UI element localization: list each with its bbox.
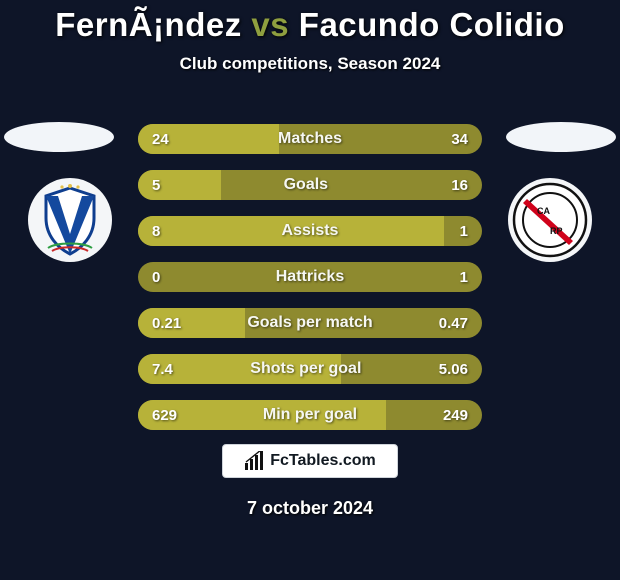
vs-separator: vs <box>251 6 289 43</box>
stat-row: 629Min per goal249 <box>138 400 482 430</box>
stat-label: Hattricks <box>160 268 459 286</box>
stat-row: 8Assists1 <box>138 216 482 246</box>
stat-value-right: 34 <box>451 131 482 148</box>
player2-name: Facundo Colidio <box>299 6 565 43</box>
subtitle: Club competitions, Season 2024 <box>0 54 620 74</box>
player1-ellipse <box>4 122 114 152</box>
stat-label: Goals <box>160 176 451 194</box>
stat-value-left: 0 <box>138 269 160 286</box>
stat-row: 7.4Shots per goal5.06 <box>138 354 482 384</box>
svg-text:RP: RP <box>550 226 563 236</box>
stats-container: 24Matches345Goals168Assists10Hattricks10… <box>138 124 482 446</box>
bar-chart-icon <box>244 451 266 471</box>
page-title: FernÃ¡ndez vs Facundo Colidio <box>0 6 620 44</box>
player2-ellipse <box>506 122 616 152</box>
river-plate-crest-icon: CA RP <box>512 182 588 258</box>
stat-value-left: 629 <box>138 407 177 424</box>
player2-club-badge: CA RP <box>508 178 592 262</box>
stat-value-left: 0.21 <box>138 315 181 332</box>
stat-label: Assists <box>160 222 459 240</box>
stat-label: Shots per goal <box>173 360 439 378</box>
stat-value-left: 8 <box>138 223 160 240</box>
stat-value-right: 16 <box>451 177 482 194</box>
stat-value-left: 7.4 <box>138 361 173 378</box>
stat-value-right: 5.06 <box>439 361 482 378</box>
stat-label: Matches <box>169 130 452 148</box>
stat-row: 0.21Goals per match0.47 <box>138 308 482 338</box>
stat-row: 5Goals16 <box>138 170 482 200</box>
stat-row: 0Hattricks1 <box>138 262 482 292</box>
stat-row: 24Matches34 <box>138 124 482 154</box>
site-logo: FcTables.com <box>222 444 398 478</box>
velez-crest-icon <box>40 184 100 256</box>
stat-value-right: 1 <box>460 269 482 286</box>
svg-text:CA: CA <box>537 206 550 216</box>
site-name: FcTables.com <box>270 452 376 470</box>
stat-value-right: 249 <box>443 407 482 424</box>
stat-label: Goals per match <box>181 314 439 332</box>
stat-value-left: 5 <box>138 177 160 194</box>
stat-value-left: 24 <box>138 131 169 148</box>
date: 7 october 2024 <box>0 498 620 519</box>
stat-value-right: 1 <box>460 223 482 240</box>
stat-value-right: 0.47 <box>439 315 482 332</box>
stat-label: Min per goal <box>177 406 443 424</box>
player1-name: FernÃ¡ndez <box>55 6 242 43</box>
player1-club-badge <box>28 178 112 262</box>
